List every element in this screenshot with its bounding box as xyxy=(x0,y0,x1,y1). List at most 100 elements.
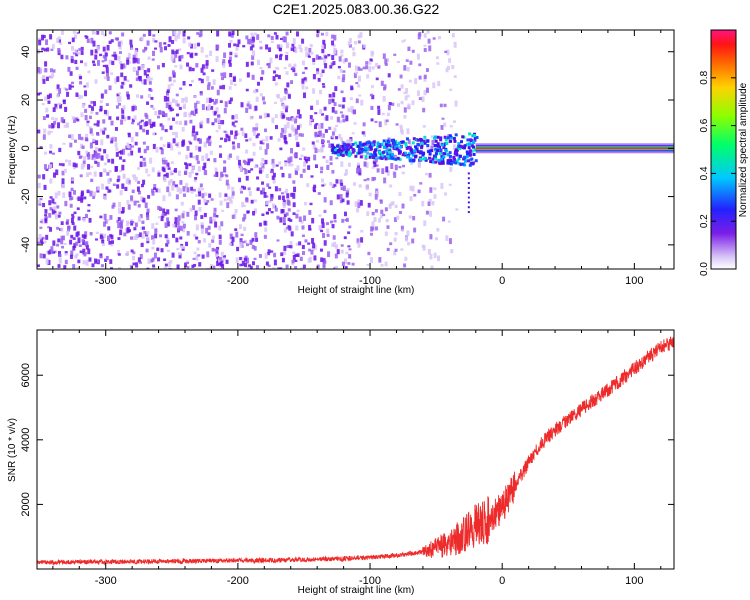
heatmap-cell xyxy=(265,135,269,142)
heatmap-cell xyxy=(357,164,361,169)
heatmap-cell xyxy=(374,226,378,231)
heatmap-cell xyxy=(457,157,461,161)
heatmap-cell xyxy=(394,157,398,161)
heatmap-cell xyxy=(359,32,363,38)
heatmap-cell xyxy=(134,234,138,240)
heatmap-cell xyxy=(155,222,159,225)
heatmap-cell xyxy=(160,215,164,222)
snr-y-tick-label: 2000 xyxy=(20,492,32,516)
heatmap-cell xyxy=(401,229,405,232)
heatmap-cell xyxy=(303,161,307,167)
heatmap-cell xyxy=(384,63,388,66)
heatmap-cell xyxy=(229,73,233,78)
heatmap-cell xyxy=(200,67,204,73)
heatmap-cell xyxy=(79,60,83,64)
heatmap-cell xyxy=(346,143,350,147)
heatmap-cell xyxy=(272,177,276,184)
heatmap-cell xyxy=(234,52,238,56)
heatmap-cell xyxy=(165,91,169,96)
heatmap-cell xyxy=(91,106,95,111)
heatmap-cell xyxy=(170,83,174,86)
heatmap-cell xyxy=(61,170,65,176)
heatmap-cell xyxy=(100,93,104,99)
heatmap-cell xyxy=(91,263,95,268)
heatmap-cell xyxy=(241,131,245,137)
heatmap-cell xyxy=(75,117,79,120)
heatmap-cell xyxy=(57,102,61,105)
heatmap-cell xyxy=(366,211,370,217)
heatmap-cell xyxy=(119,60,123,65)
heatmap-cell xyxy=(382,139,386,143)
heatmap-cell xyxy=(307,55,311,58)
heatmap-cell xyxy=(49,68,53,73)
heatmap-cell xyxy=(167,84,171,90)
heatmap-cell xyxy=(92,195,96,199)
heatmap-cell xyxy=(386,148,390,152)
heatmap-cell xyxy=(436,147,440,151)
heatmap-cell xyxy=(433,154,437,158)
heatmap-cell xyxy=(258,222,262,227)
heatmap-cell xyxy=(81,234,85,238)
heatmap-cell xyxy=(319,170,323,174)
heatmap-cell xyxy=(291,117,295,122)
heatmap-cell xyxy=(334,244,338,249)
heatmap-cell xyxy=(400,100,404,105)
heatmap-cell xyxy=(99,215,103,219)
heatmap-cell xyxy=(275,54,279,59)
heatmap-cell xyxy=(38,233,42,240)
heatmap-cell xyxy=(394,231,398,236)
heatmap-cell xyxy=(53,120,57,125)
heatmap-cell xyxy=(106,219,110,222)
heatmap-cell xyxy=(71,213,75,217)
heatmap-cell xyxy=(215,214,219,218)
heatmap-cell xyxy=(256,34,260,40)
heatmap-cell xyxy=(446,136,450,140)
heatmap-cell xyxy=(395,147,399,151)
heatmap-cell xyxy=(285,71,289,75)
heatmap-cell xyxy=(315,54,319,60)
heatmap-cell xyxy=(452,120,456,123)
heatmap-cell xyxy=(124,186,128,192)
heatmap-cell xyxy=(142,197,146,203)
heatmap-cell xyxy=(283,127,287,134)
heatmap-cell xyxy=(51,116,55,121)
heatmap-cell xyxy=(190,52,194,59)
heatmap-cell xyxy=(297,109,301,115)
heatmap-cell xyxy=(106,76,110,81)
heatmap-cell xyxy=(283,137,287,144)
heatmap-cell xyxy=(51,122,55,129)
heatmap-cell xyxy=(388,203,392,209)
heatmap-cell xyxy=(168,101,172,107)
heatmap-cell xyxy=(192,188,196,192)
heatmap-cell xyxy=(300,133,304,137)
heatmap-cell xyxy=(71,116,75,120)
heatmap-cell xyxy=(380,80,384,86)
heatmap-cell xyxy=(355,71,359,75)
heatmap-cell xyxy=(193,179,197,183)
heatmap-cell xyxy=(442,155,446,159)
heatmap-cell xyxy=(355,98,359,104)
heatmap-cell xyxy=(194,176,198,180)
heatmap-cell xyxy=(236,246,240,252)
heatmap-cell xyxy=(118,102,122,106)
heatmap-cell xyxy=(116,179,120,183)
heatmap-cell xyxy=(319,109,323,114)
heatmap-cell xyxy=(91,30,95,35)
heatmap-cell xyxy=(60,117,64,123)
heatmap-cell xyxy=(76,267,80,269)
heatmap-cell xyxy=(179,245,183,248)
heatmap-cell xyxy=(222,84,226,90)
heatmap-cell xyxy=(42,34,46,39)
heatmap-cell xyxy=(430,265,434,269)
heatmap-cell xyxy=(86,172,90,178)
heatmap-cell xyxy=(321,144,325,148)
heatmap-cell xyxy=(99,105,103,111)
heatmap-cell xyxy=(182,193,186,197)
heatmap-cell xyxy=(453,157,457,161)
heatmap-cell xyxy=(90,37,94,44)
heatmap-cell xyxy=(71,216,75,219)
heatmap-cell xyxy=(376,143,380,147)
heatmap-cell xyxy=(415,147,419,151)
heatmap-cell xyxy=(273,252,277,258)
heatmap-cell xyxy=(73,139,77,143)
